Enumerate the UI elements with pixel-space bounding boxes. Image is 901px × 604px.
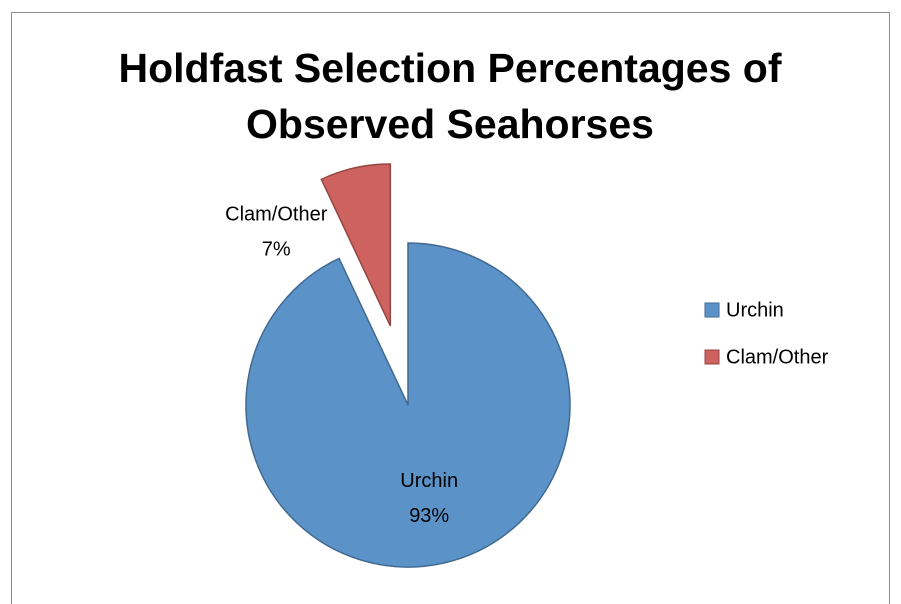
pie-slice: [245, 242, 571, 568]
legend-swatch: [704, 302, 720, 318]
data-label-category: Urchin: [400, 470, 458, 492]
legend-label: Urchin: [726, 299, 784, 321]
data-label-category: Clam/Other: [225, 203, 328, 225]
data-label-value: 93%: [409, 505, 449, 527]
chart-frame: [11, 12, 890, 604]
data-label-value: 7%: [262, 238, 291, 260]
legend-swatch: [704, 349, 720, 365]
chart-title: Holdfast Selection Percentages of Observ…: [118, 45, 782, 147]
legend-label: Clam/Other: [726, 346, 829, 368]
pie-slice: [320, 163, 392, 327]
